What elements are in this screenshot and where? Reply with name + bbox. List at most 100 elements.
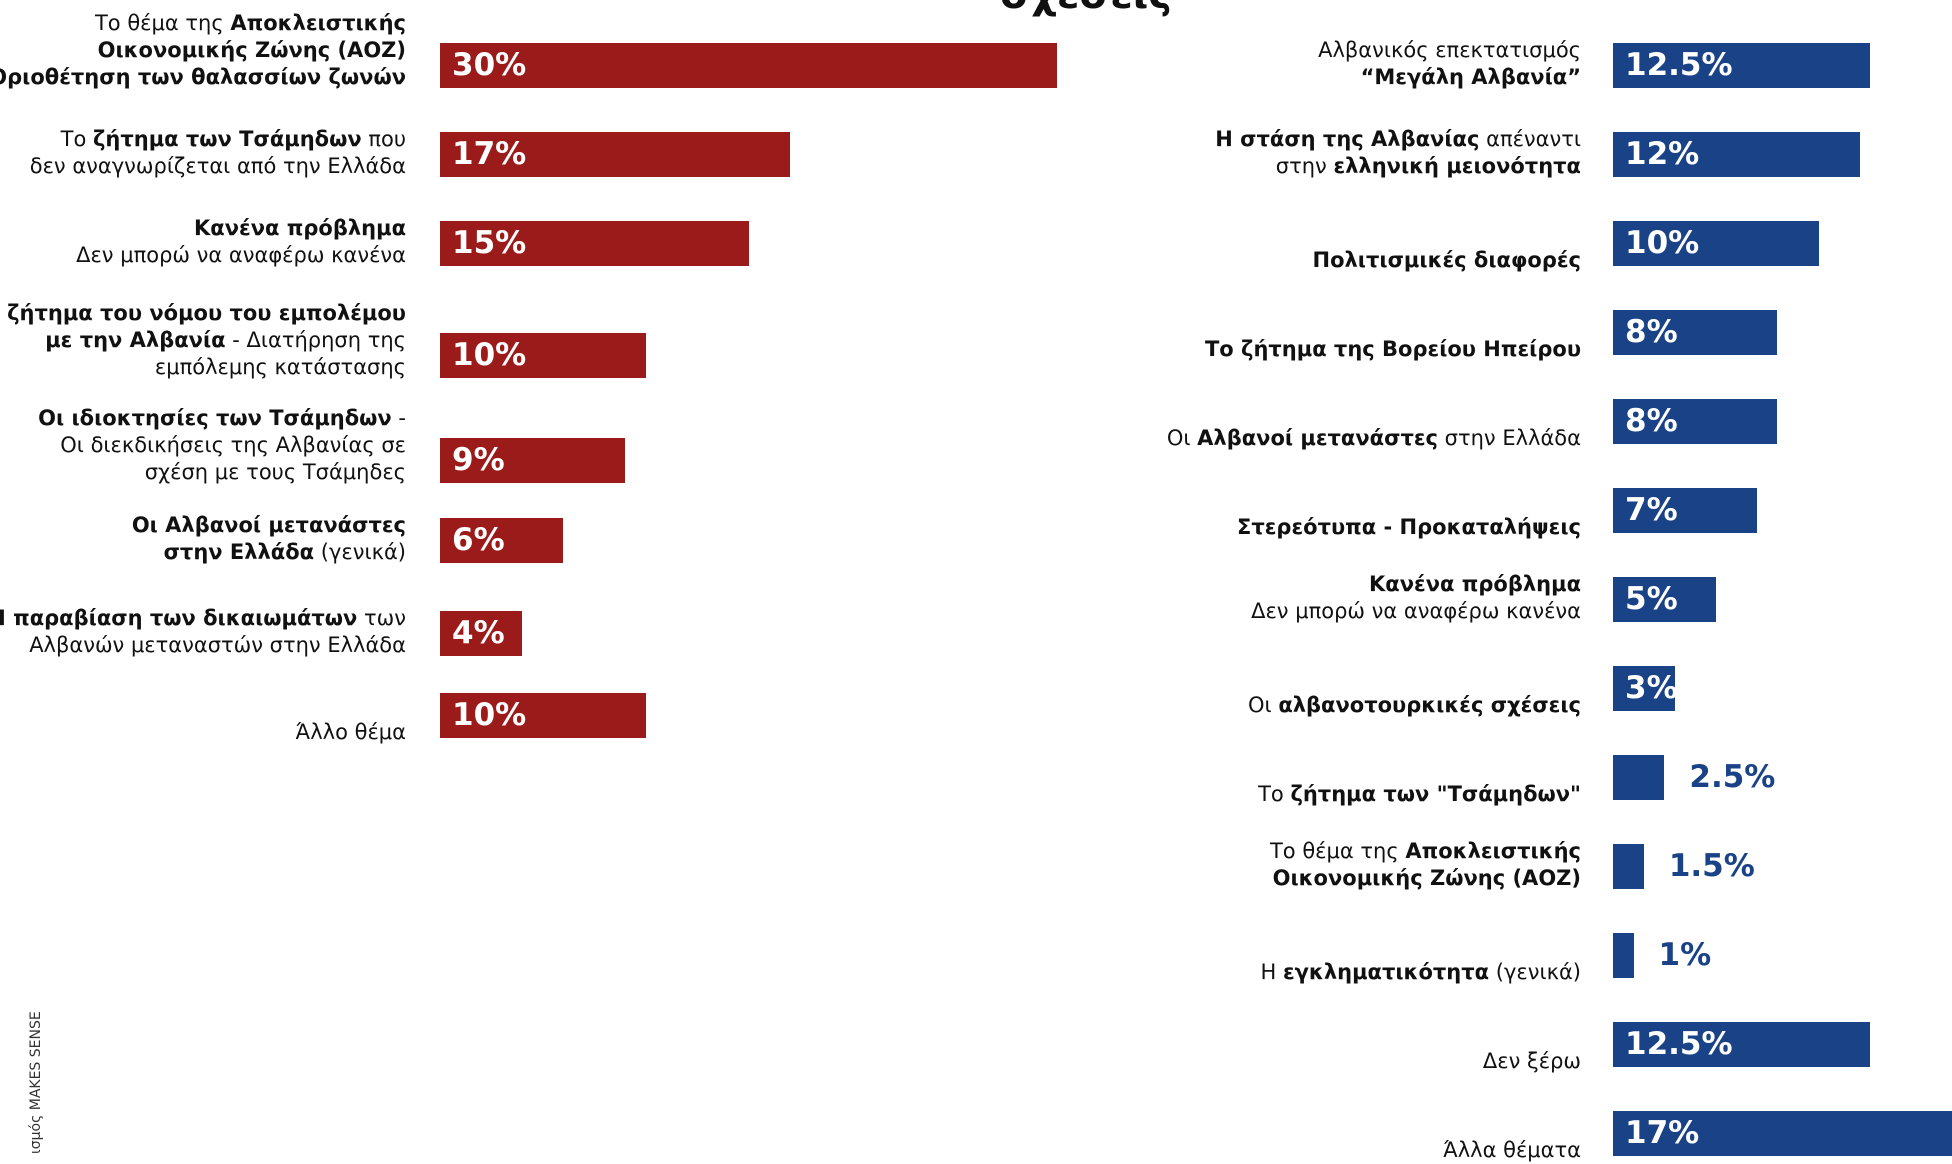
right-value-label: 7% [1625, 492, 1678, 528]
category-label-line: Οριοθέτηση των θαλασσίων ζωνών [0, 64, 406, 91]
right-bar [1613, 221, 1819, 266]
right-value-label: 8% [1625, 314, 1678, 350]
label-text-run: Άλλα θέματα [1443, 1138, 1581, 1162]
category-label-line: δεν αναγνωρίζεται από την Ελλάδα [30, 153, 406, 180]
label-text-run: Το [60, 127, 93, 151]
right-value-label: 1.5% [1668, 848, 1755, 884]
category-label-line: στην ελληνική μειονότητα [1215, 153, 1581, 180]
category-label-line: Οι Αλβανοί μετανάστες στην Ελλάδα [1167, 425, 1581, 452]
label-text-run: (γενικά) [1489, 960, 1581, 984]
right-category-label: Η στάση της Αλβανίας απέναντι στην ελληνι… [1215, 126, 1581, 180]
label-text-run: Η στάση της Αλβανίας [1215, 127, 1480, 151]
right-category-label: Δεν ξέρω [1483, 1048, 1581, 1075]
right-category-label: Οι αλβανοτουρκικές σχέσεις [1248, 692, 1581, 719]
left-category-label: Το θέμα της Αποκλειστικής Οικονομικής Ζών… [0, 10, 406, 91]
right-category-label: Οι Αλβανοί μετανάστες στην Ελλάδα [1167, 425, 1581, 452]
label-text-run: Δεν ξέρω [1482, 1049, 1581, 1073]
right-bar [1613, 488, 1757, 533]
label-text-run: ελληνική μειονότητα [1333, 154, 1581, 178]
category-label-line: “Μεγάλη Αλβανία” [1318, 64, 1581, 91]
category-label-line: Οι ιδιοκτησίες των Τσάμηδων - [38, 405, 406, 432]
category-label-line: Οικονομικής Ζώνης (ΑΟΖ) [1270, 865, 1581, 892]
label-text-run: Δεν μπορώ να αναφέρω κανένα [1251, 599, 1581, 623]
left-bar [440, 333, 646, 378]
chart-title-fragment: σχέσεις [1000, 0, 1172, 18]
label-text-run: Δεν μπορώ να αναφέρω κανένα [76, 243, 406, 267]
label-text-run: Οι διεκδικήσεις της Αλβανίας σε [60, 433, 406, 457]
right-category-label: Το ζήτημα της Βορείου Ηπείρου [1205, 336, 1581, 363]
left-value-label: 30% [452, 47, 527, 83]
category-label-line: Η εγκληματικότητα (γενικά) [1260, 959, 1581, 986]
category-label-line: Οι διεκδικήσεις της Αλβανίας σε [38, 432, 406, 459]
label-text-run: Οι ιδιοκτησίες των Τσάμηδων [38, 406, 392, 430]
left-value-label: 9% [452, 442, 505, 478]
left-value-label: 10% [452, 697, 527, 733]
left-bar [440, 693, 646, 738]
label-text-run: Οικονομικής Ζώνης (ΑΟΖ) [97, 38, 406, 62]
category-label-line: Δεν μπορώ να αναφέρω κανένα [1251, 598, 1581, 625]
category-label-line: Το θέμα της Αποκλειστικής [0, 10, 406, 37]
label-text-run: των [357, 606, 406, 630]
label-text-run: Αλβανικός επεκτατισμός [1318, 38, 1581, 62]
label-text-run: Άλλο θέμα [295, 720, 406, 744]
right-category-label: Άλλα θέματα [1443, 1137, 1581, 1164]
right-category-label: Η εγκληματικότητα (γενικά) [1260, 959, 1581, 986]
left-category-label: Το ζήτημα του νόμου του εμπολέμου με την … [0, 300, 406, 381]
left-value-label: 10% [452, 337, 527, 373]
left-category-label: Οι Αλβανοί μετανάστες στην Ελλάδα (γενικά… [132, 512, 406, 566]
left-value-label: 4% [452, 615, 505, 651]
label-text-run: σχέση με τους Τσάμηδες [144, 460, 406, 484]
category-label-line: Αλβανών μεταναστών στην Ελλάδα [0, 632, 406, 659]
category-label-line: Το ζήτημα του νόμου του εμπολέμου [0, 300, 406, 327]
label-text-run: - Διατήρηση της [225, 328, 406, 352]
label-text-run: Αλβανοί μετανάστες [1197, 426, 1438, 450]
right-category-label: Το ζήτημα των "Τσάμηδων" [1258, 781, 1581, 808]
label-text-run: που [361, 127, 406, 151]
label-text-run: Στερεότυπα - Προκαταλήψεις [1237, 515, 1581, 539]
right-bar [1613, 933, 1634, 978]
right-bar [1613, 43, 1870, 88]
left-value-label: 15% [452, 225, 527, 261]
label-text-run: Αποκλειστικής [1405, 839, 1581, 863]
category-label-line: Οικονομικής Ζώνης (ΑΟΖ) [0, 37, 406, 64]
label-text-run: Οι [1248, 693, 1279, 717]
label-text-run: στην [1275, 154, 1334, 178]
category-label-line: Δεν ξέρω [1483, 1048, 1581, 1075]
right-value-label: 12.5% [1625, 47, 1733, 83]
left-category-label: Άλλο θέμα [296, 719, 406, 746]
right-bar [1613, 399, 1778, 444]
right-value-label: 8% [1625, 403, 1678, 439]
category-label-line: Η στάση της Αλβανίας απέναντι [1215, 126, 1581, 153]
right-bar [1613, 1111, 1952, 1156]
category-label-line: Το ζήτημα της Βορείου Ηπείρου [1205, 336, 1581, 363]
category-label-line: Οι αλβανοτουρκικές σχέσεις [1248, 692, 1581, 719]
right-value-label: 1% [1658, 937, 1712, 973]
right-value-label: 10% [1625, 225, 1700, 261]
label-text-run: Το θέμα της [94, 11, 231, 35]
right-value-label: 12.5% [1625, 1026, 1733, 1062]
left-category-label: Η παραβίαση των δικαιωμάτων των Αλβανών μ… [0, 605, 406, 659]
left-bar [440, 518, 564, 563]
label-text-run: Το θέμα της [1269, 839, 1406, 863]
left-category-label: Οι ιδιοκτησίες των Τσάμηδων - Οι διεκδική… [38, 405, 406, 486]
category-label-line: με την Αλβανία - Διατήρηση της [0, 327, 406, 354]
label-text-run: Οικονομικής Ζώνης (ΑΟΖ) [1272, 866, 1581, 890]
category-label-line: στην Ελλάδα (γενικά) [132, 539, 406, 566]
label-text-run: Αλβανών μεταναστών στην Ελλάδα [29, 633, 406, 657]
label-text-run: Οι Αλβανοί μετανάστες [131, 513, 406, 537]
label-text-run: Αποκλειστικής [230, 11, 406, 35]
category-label-line: Πολιτισμικές διαφορές [1313, 247, 1581, 274]
right-value-label: 12% [1625, 136, 1700, 172]
label-text-run: Η παραβίαση των δικαιωμάτων [0, 606, 358, 630]
label-text-run: Κανένα πρόβλημα [1369, 572, 1581, 596]
label-text-run: (γενικά) [314, 540, 406, 564]
label-text-run: απέναντι [1479, 127, 1581, 151]
label-text-run: Το ζήτημα του νόμου του εμπολέμου [0, 301, 406, 325]
right-category-label: Αλβανικός επεκτατισμός “Μεγάλη Αλβανία” [1318, 37, 1581, 91]
category-label-line: Το ζήτημα των Τσάμηδων που [30, 126, 406, 153]
label-text-run: Πολιτισμικές διαφορές [1312, 248, 1581, 272]
label-text-run: - [391, 406, 406, 430]
label-text-run: ζήτημα των Τσάμηδων [93, 127, 362, 151]
category-label-line: Κανένα πρόβλημα [1251, 571, 1581, 598]
